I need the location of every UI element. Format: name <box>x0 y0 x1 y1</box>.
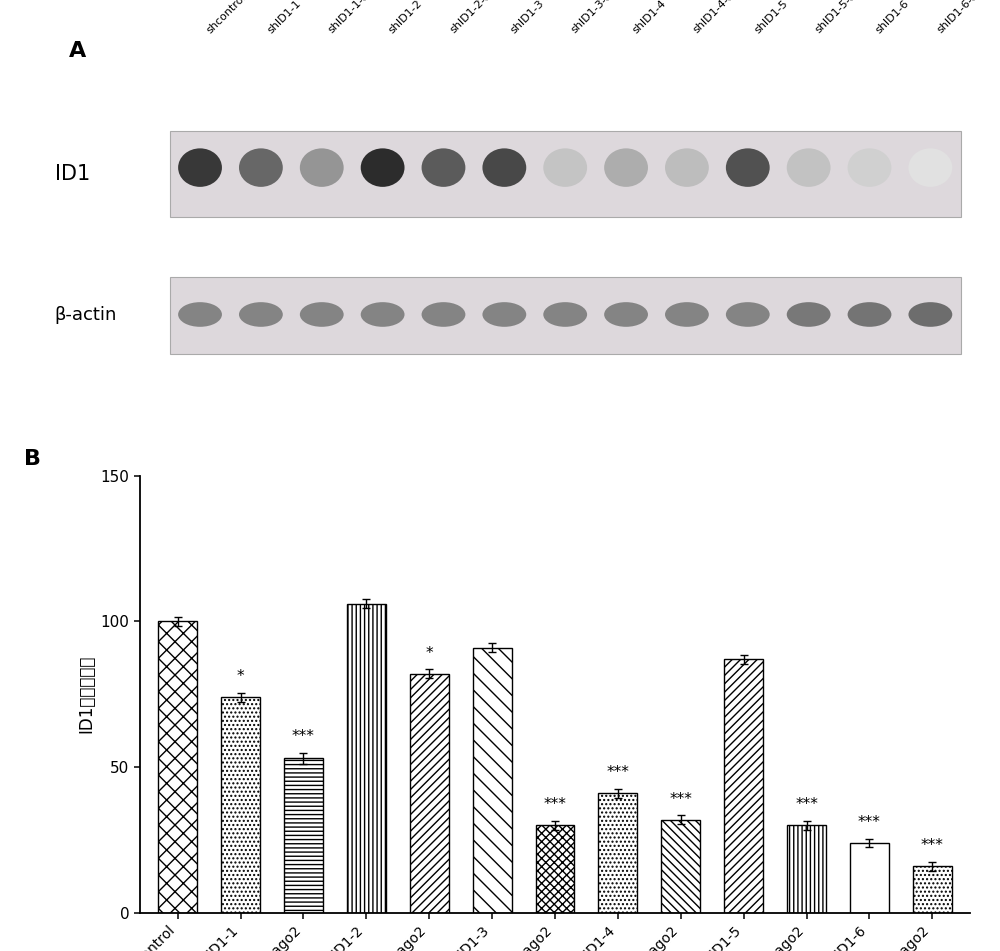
Ellipse shape <box>908 148 952 186</box>
Bar <box>347 604 386 913</box>
Ellipse shape <box>787 302 831 327</box>
Bar <box>221 697 260 913</box>
Bar <box>724 659 763 913</box>
Ellipse shape <box>848 148 891 186</box>
Text: shID1-1: shID1-1 <box>265 0 303 35</box>
Ellipse shape <box>543 148 587 186</box>
Ellipse shape <box>543 302 587 327</box>
Bar <box>913 866 952 913</box>
Text: shID1-5: shID1-5 <box>752 0 790 35</box>
Ellipse shape <box>665 148 709 186</box>
Text: shID1-4: shID1-4 <box>631 0 668 35</box>
Bar <box>473 648 512 913</box>
Text: shID1-5-ago2: shID1-5-ago2 <box>813 0 873 35</box>
Text: ***: *** <box>858 815 881 830</box>
Text: shID1-2: shID1-2 <box>387 0 425 35</box>
Ellipse shape <box>300 148 344 186</box>
Ellipse shape <box>482 302 526 327</box>
Ellipse shape <box>239 148 283 186</box>
Y-axis label: ID1相对表达量: ID1相对表达量 <box>77 655 95 733</box>
Bar <box>158 621 197 913</box>
Ellipse shape <box>604 148 648 186</box>
Text: *: * <box>425 646 433 661</box>
Text: shID1-1-ago2: shID1-1-ago2 <box>326 0 386 35</box>
Text: ***: *** <box>544 797 566 812</box>
Text: shID1-4-ago2: shID1-4-ago2 <box>692 0 751 35</box>
Ellipse shape <box>787 148 831 186</box>
Ellipse shape <box>422 302 465 327</box>
Text: β-actin: β-actin <box>55 306 117 324</box>
Ellipse shape <box>908 302 952 327</box>
Text: shID1-6: shID1-6 <box>874 0 911 35</box>
Ellipse shape <box>482 148 526 186</box>
Ellipse shape <box>361 302 405 327</box>
Ellipse shape <box>726 302 770 327</box>
Text: ***: *** <box>292 729 315 745</box>
Bar <box>598 793 637 913</box>
Text: A: A <box>68 42 86 62</box>
Text: ***: *** <box>921 838 944 853</box>
Text: ***: *** <box>606 766 629 780</box>
Ellipse shape <box>361 148 405 186</box>
Ellipse shape <box>422 148 465 186</box>
Text: ***: *** <box>669 791 692 806</box>
Bar <box>787 825 826 913</box>
Ellipse shape <box>726 148 770 186</box>
Text: shID1-3: shID1-3 <box>509 0 546 35</box>
Text: shID1-3-ago2: shID1-3-ago2 <box>570 0 630 35</box>
Ellipse shape <box>239 302 283 327</box>
Text: *: * <box>237 669 244 684</box>
Text: B: B <box>24 449 41 469</box>
FancyBboxPatch shape <box>170 277 961 354</box>
Bar <box>284 758 323 913</box>
FancyBboxPatch shape <box>170 131 961 217</box>
Text: shID1-2-ago2: shID1-2-ago2 <box>448 0 508 35</box>
Text: ***: *** <box>795 797 818 812</box>
Text: shcontrol: shcontrol <box>205 0 248 35</box>
Ellipse shape <box>178 148 222 186</box>
Ellipse shape <box>300 302 344 327</box>
Bar <box>410 674 449 913</box>
Bar <box>536 825 574 913</box>
Ellipse shape <box>848 302 891 327</box>
Bar <box>850 843 889 913</box>
Text: ID1: ID1 <box>55 164 90 184</box>
Text: shID1-6-ago2: shID1-6-ago2 <box>935 0 995 35</box>
Ellipse shape <box>604 302 648 327</box>
Ellipse shape <box>178 302 222 327</box>
Bar <box>661 820 700 913</box>
Ellipse shape <box>665 302 709 327</box>
